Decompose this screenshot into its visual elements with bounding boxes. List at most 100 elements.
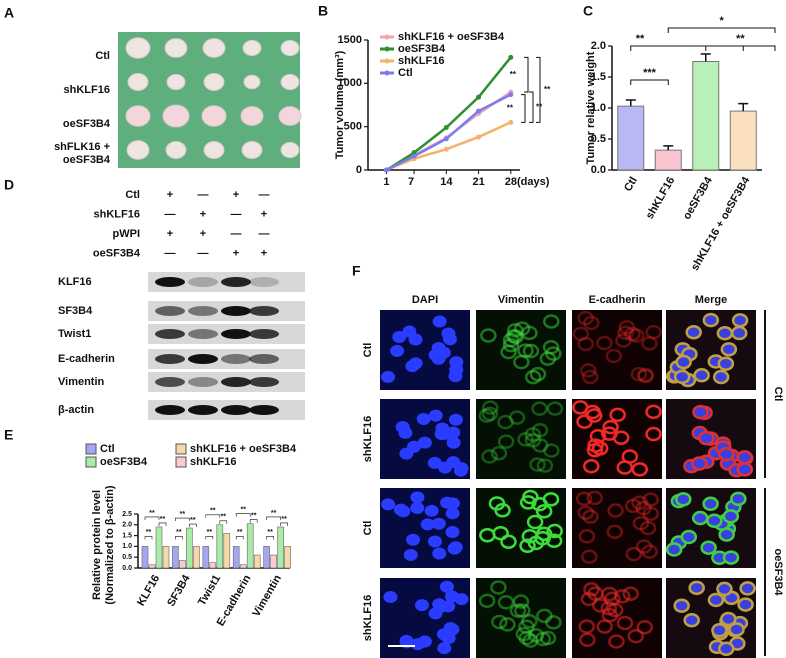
cell xyxy=(416,412,431,425)
band xyxy=(188,377,218,387)
cell xyxy=(722,509,740,524)
legend-label: Ctl xyxy=(398,67,413,79)
row-label: Ctl xyxy=(362,521,374,536)
bar xyxy=(263,546,270,569)
marker xyxy=(508,119,514,125)
cell xyxy=(497,434,515,449)
condition-label: oeSF3B4 xyxy=(93,247,141,259)
band xyxy=(188,354,218,364)
cell xyxy=(642,492,659,507)
band xyxy=(188,306,218,316)
bracket xyxy=(205,536,214,540)
cell xyxy=(383,591,398,604)
tumor xyxy=(201,105,227,127)
legend-label: oeSF3B4 xyxy=(100,456,148,468)
cell xyxy=(445,497,460,510)
cell xyxy=(673,598,690,613)
cell xyxy=(427,456,442,469)
blot-label: SF3B4 xyxy=(58,305,93,317)
cell xyxy=(481,406,499,422)
cell xyxy=(448,413,463,426)
bar xyxy=(729,110,757,171)
x-tick-label: oeSF3B4 xyxy=(681,174,715,222)
bar xyxy=(141,546,149,569)
bracket xyxy=(175,517,190,522)
cell xyxy=(606,524,624,540)
y-tick-label: 1500 xyxy=(338,34,362,46)
cell xyxy=(582,509,599,524)
cell xyxy=(500,344,517,360)
bracket xyxy=(235,513,251,517)
cell xyxy=(636,619,653,635)
cell xyxy=(736,462,754,477)
cell xyxy=(497,595,515,610)
bracket xyxy=(205,514,221,518)
cell xyxy=(581,369,599,385)
column-header: Merge xyxy=(695,294,727,306)
cell xyxy=(576,414,593,429)
annotation: ** xyxy=(544,85,551,94)
marker xyxy=(411,153,417,159)
sign: + xyxy=(233,189,239,201)
cell xyxy=(639,520,657,536)
cell xyxy=(442,333,457,346)
sign: + xyxy=(167,228,173,240)
sign: + xyxy=(200,228,206,240)
panel-letter: B xyxy=(318,3,328,19)
cell xyxy=(446,426,461,439)
cell xyxy=(702,312,720,328)
band xyxy=(155,377,185,387)
cell xyxy=(737,597,754,612)
cell xyxy=(625,498,642,514)
cell xyxy=(572,326,590,342)
y-tick-label: 1.5 xyxy=(591,71,606,83)
band xyxy=(155,405,185,415)
cell xyxy=(424,504,439,517)
bar xyxy=(179,560,186,569)
bracket xyxy=(189,523,197,528)
cell xyxy=(680,529,698,545)
tumor xyxy=(243,74,261,90)
bar xyxy=(223,533,231,569)
cell xyxy=(630,366,648,382)
legend-swatch xyxy=(85,443,97,455)
y-tick-label: 0 xyxy=(356,164,362,176)
cell xyxy=(545,533,563,549)
annotation: ** xyxy=(210,508,216,515)
marker xyxy=(476,94,482,100)
tumor xyxy=(162,104,190,128)
y-tick-label: 0.5 xyxy=(591,133,606,145)
cell xyxy=(453,464,468,477)
row-label: shFLK16 + xyxy=(54,141,110,153)
cell xyxy=(609,407,626,423)
annotation: ** xyxy=(240,507,246,514)
cell xyxy=(443,622,458,635)
cell xyxy=(730,491,747,507)
cell xyxy=(720,342,738,357)
marker xyxy=(443,125,449,131)
cell xyxy=(447,542,462,555)
cell xyxy=(728,622,745,637)
cell xyxy=(439,580,454,593)
cell xyxy=(445,526,460,539)
marker xyxy=(411,150,417,156)
band xyxy=(249,277,279,287)
row-label: shKLF16 xyxy=(362,416,374,462)
row-label: shKLF16 xyxy=(362,595,374,641)
annotation: ** xyxy=(176,529,182,536)
y-axis-label: Tumor volume (mm³) xyxy=(334,50,346,159)
cell xyxy=(521,614,538,629)
x-tick-label: 28(days) xyxy=(505,176,550,188)
legend-swatch xyxy=(175,443,187,455)
band xyxy=(249,306,279,316)
tumor xyxy=(203,73,225,91)
x-tick-label: shKLF16 xyxy=(644,175,678,221)
cell xyxy=(712,369,730,385)
marker xyxy=(443,146,449,152)
cell xyxy=(536,458,554,473)
cell xyxy=(515,626,533,642)
cell xyxy=(691,456,708,471)
tumor xyxy=(202,38,226,58)
cell xyxy=(494,503,511,518)
cell xyxy=(408,333,423,346)
